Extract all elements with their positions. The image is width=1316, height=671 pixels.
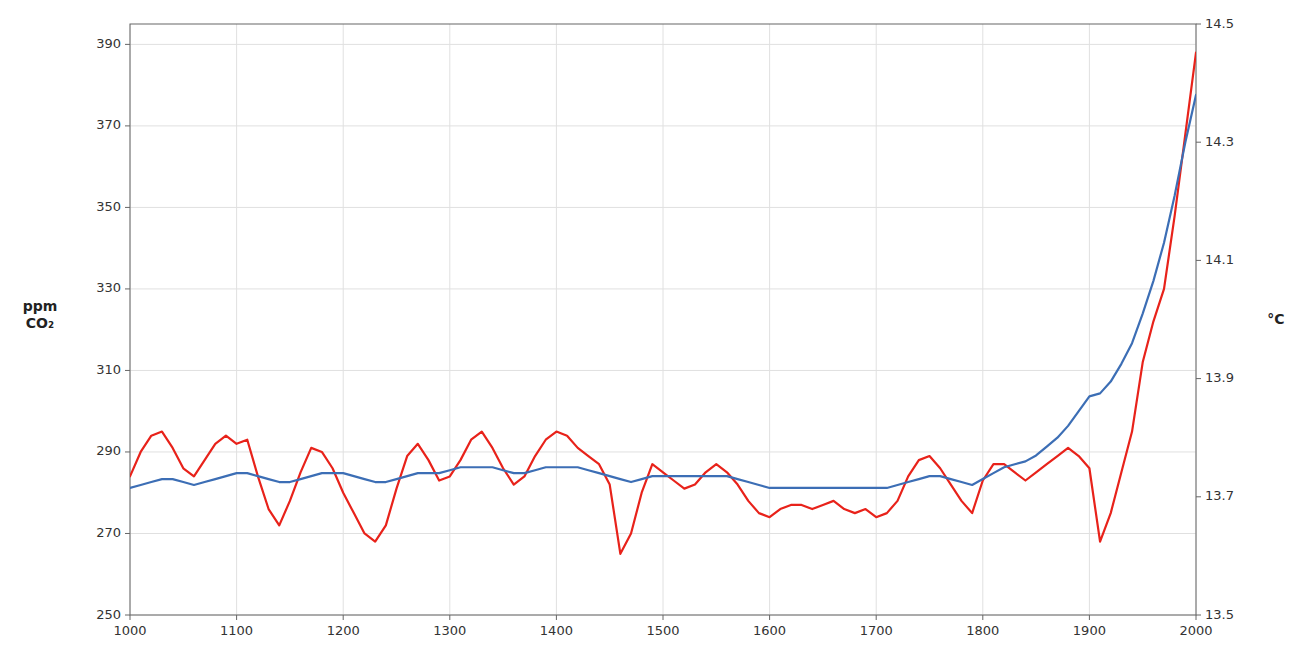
y-tick-label: 350: [96, 199, 121, 214]
y2-tick-label: 13.5: [1205, 607, 1234, 622]
y2-tick-label: 14.1: [1205, 252, 1234, 267]
y2-tick: [1196, 615, 1201, 616]
y-tick-label: 330: [96, 280, 121, 295]
grid-line-y: [130, 370, 1196, 371]
y-tick: [125, 533, 130, 534]
y2-tick: [1196, 496, 1201, 497]
y-axis-label: ppmCO₂: [23, 298, 58, 331]
y-tick: [125, 451, 130, 452]
x-tick-label: 1700: [860, 623, 893, 638]
y2-tick: [1196, 378, 1201, 379]
x-tick-label: 1200: [327, 623, 360, 638]
y-tick: [125, 615, 130, 616]
y-tick-label: 270: [96, 525, 121, 540]
x-tick: [876, 615, 877, 620]
x-tick: [1196, 615, 1197, 620]
y2-tick-label: 13.7: [1205, 488, 1234, 503]
x-tick-label: 1300: [433, 623, 466, 638]
y2-tick: [1196, 24, 1201, 25]
y2-tick: [1196, 142, 1201, 143]
y-tick-label: 250: [96, 607, 121, 622]
x-tick-label: 1500: [646, 623, 679, 638]
series-line: [130, 53, 1196, 554]
y-tick: [125, 44, 130, 45]
grid-line-x: [769, 24, 770, 615]
x-tick-label: 1600: [753, 623, 786, 638]
chart: 1000 1100 1200 1300 1400 1500 1600 1700 1800 1900…: [0, 0, 1316, 671]
series-line: [130, 95, 1196, 488]
grid-line-y: [130, 451, 1196, 452]
x-tick-label: 1100: [220, 623, 253, 638]
plot-frame: [130, 24, 1196, 615]
x-tick: [449, 615, 450, 620]
y-tick: [125, 207, 130, 208]
x-tick-label: 1400: [540, 623, 573, 638]
grid-line-x: [982, 24, 983, 615]
x-tick-label: 2000: [1179, 623, 1212, 638]
x-tick-label: 1800: [966, 623, 999, 638]
grid-line-x: [343, 24, 344, 615]
grid: [130, 24, 1196, 615]
x-tick: [1089, 615, 1090, 620]
grid-line-x: [449, 24, 450, 615]
grid-line-y: [130, 125, 1196, 126]
x-tick: [130, 615, 131, 620]
x-tick: [663, 615, 664, 620]
x-tick: [236, 615, 237, 620]
y-tick-label: 390: [96, 36, 121, 51]
x-tick: [769, 615, 770, 620]
grid-line-y: [130, 288, 1196, 289]
y-tick: [125, 125, 130, 126]
y2-axis-label: °C: [1267, 311, 1284, 327]
y-tick: [125, 370, 130, 371]
grid-line-x: [876, 24, 877, 615]
x-tick-label: 1000: [113, 623, 146, 638]
grid-line-y: [130, 44, 1196, 45]
y-tick: [125, 288, 130, 289]
grid-line-x: [1089, 24, 1090, 615]
x-tick: [343, 615, 344, 620]
x-tick: [982, 615, 983, 620]
y2-tick-label: 14.3: [1205, 134, 1234, 149]
grid-line-y: [130, 533, 1196, 534]
x-tick: [556, 615, 557, 620]
y-tick-label: 310: [96, 362, 121, 377]
grid-line-x: [236, 24, 237, 615]
grid-line-x: [663, 24, 664, 615]
y-tick-label: 290: [96, 443, 121, 458]
grid-line-x: [556, 24, 557, 615]
axes: 1000 1100 1200 1300 1400 1500 1600 1700 1800 1900…: [96, 16, 1234, 639]
grid-line-y: [130, 207, 1196, 208]
y2-tick-label: 14.5: [1205, 16, 1234, 31]
y2-tick-label: 13.9: [1205, 370, 1234, 385]
y2-tick: [1196, 260, 1201, 261]
series-group: [130, 53, 1196, 554]
y-tick-label: 370: [96, 117, 121, 132]
x-tick-label: 1900: [1073, 623, 1106, 638]
